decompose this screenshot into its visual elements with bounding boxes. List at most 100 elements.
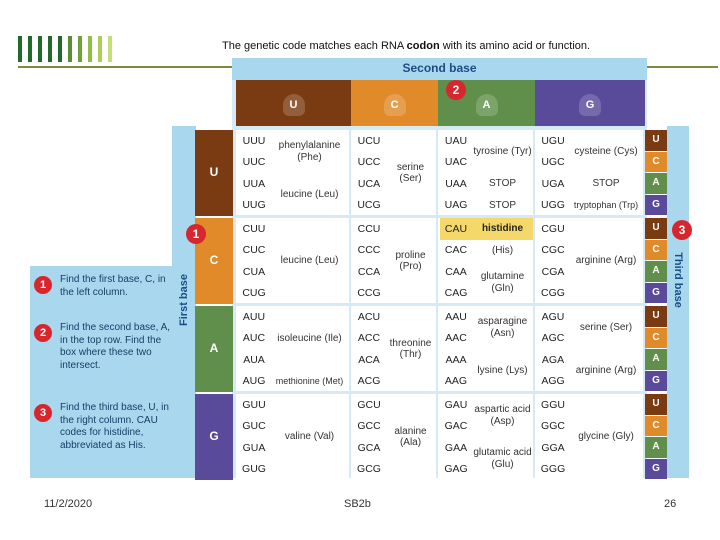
amino-acid-label: leucine (Leu) bbox=[280, 188, 339, 200]
amino-acid-label: tryptophan (Trp) bbox=[573, 200, 639, 211]
step-2-text: Find the second base, A, in the top row.… bbox=[60, 322, 171, 371]
codon-gga: GGA bbox=[541, 441, 565, 454]
third-base-c-label: C bbox=[652, 419, 660, 431]
amino-acid-label: isoleucine (Ile) bbox=[277, 332, 342, 344]
third-base-a: A bbox=[645, 261, 667, 282]
codon-gua: GUA bbox=[242, 441, 266, 454]
codon-acc: ACC bbox=[357, 332, 381, 345]
codon-box bbox=[351, 394, 436, 479]
third-base-g: G bbox=[645, 194, 667, 215]
codon-box bbox=[535, 218, 643, 303]
third-base-u-label: U bbox=[652, 134, 660, 145]
codon-ccu: CCU bbox=[357, 222, 381, 235]
third-base-g: G bbox=[645, 282, 667, 303]
amino-acid-label: glutamic acid (Glu) bbox=[473, 447, 532, 470]
codon-guu: GUU bbox=[242, 398, 266, 411]
badge-2: 2 bbox=[446, 80, 466, 100]
third-base-u: U bbox=[645, 130, 667, 151]
codon-uaa: UAA bbox=[445, 177, 467, 190]
amino-acid-label: arginine (Arg) bbox=[575, 255, 637, 267]
amino-acid-label: glutamine (Gln) bbox=[480, 271, 525, 294]
codon-box bbox=[351, 218, 436, 303]
third-base-g: G bbox=[645, 458, 667, 479]
third-base-a-label: A bbox=[652, 265, 660, 276]
third-base-a: A bbox=[645, 173, 667, 194]
amino-acid-label: cysteine (Cys) bbox=[574, 145, 638, 157]
codon-gag: GAG bbox=[444, 463, 468, 476]
third-base-sidebar bbox=[667, 126, 689, 478]
codon-agc: AGC bbox=[541, 332, 565, 345]
codon-cga: CGA bbox=[541, 265, 565, 278]
codon-uuc: UUC bbox=[242, 156, 266, 169]
codon-acu: ACU bbox=[357, 310, 381, 323]
amino-acid-label: arginine (Arg) bbox=[575, 364, 637, 376]
amino-acid-label: asparagine (Asn) bbox=[477, 316, 528, 339]
codon-box bbox=[236, 218, 349, 303]
first-base-u: U bbox=[195, 130, 233, 216]
first-base-label: First base bbox=[178, 274, 190, 326]
codon-ugg: UGG bbox=[541, 199, 565, 212]
badge-3: 3 bbox=[672, 220, 692, 240]
codon-cuc: CUC bbox=[242, 244, 266, 257]
third-base-g: G bbox=[645, 370, 667, 391]
codon-box bbox=[351, 306, 436, 391]
codon-box bbox=[438, 306, 533, 391]
codon-acg: ACG bbox=[357, 375, 381, 388]
codon-uug: UUG bbox=[242, 199, 266, 212]
first-base-g-label: G bbox=[209, 429, 219, 444]
codon-cuu: CUU bbox=[242, 222, 266, 235]
step-1-text: Find the first base, C, in the left colu… bbox=[60, 274, 166, 298]
third-base-g-label: G bbox=[652, 198, 660, 210]
badge-1: 1 bbox=[186, 224, 206, 244]
codon-cca: CCA bbox=[357, 265, 381, 278]
third-base-a-label: A bbox=[652, 353, 660, 364]
third-base-c: C bbox=[645, 239, 667, 260]
third-base-u: U bbox=[645, 306, 667, 327]
codon-cgu: CGU bbox=[541, 222, 565, 235]
third-base-c: C bbox=[645, 327, 667, 348]
codon-uga: UGA bbox=[541, 177, 565, 190]
codon-uuu: UUU bbox=[242, 134, 266, 147]
codon-box bbox=[535, 306, 643, 391]
codon-ccg: CCG bbox=[357, 287, 381, 300]
step-3-number: 3 bbox=[34, 404, 52, 422]
codon-aga: AGA bbox=[541, 353, 565, 366]
footer-page-number: 26 bbox=[664, 498, 677, 510]
second-base-col-u: U bbox=[236, 80, 351, 126]
codon-aag: AAG bbox=[444, 375, 468, 388]
codon-uua: UUA bbox=[242, 177, 266, 190]
third-base-c-label: C bbox=[652, 243, 660, 255]
first-base-g: G bbox=[195, 394, 233, 480]
codon-cau: CAU bbox=[440, 218, 472, 240]
amino-acid-label: lysine (Lys) bbox=[477, 364, 528, 376]
codon-box bbox=[535, 130, 643, 215]
codon-ggg: GGG bbox=[540, 463, 566, 476]
third-base-u-label: U bbox=[652, 310, 660, 321]
codon-aua: AUA bbox=[243, 353, 265, 366]
codon-gca: GCA bbox=[357, 441, 381, 454]
third-base-g-label: G bbox=[652, 286, 660, 298]
codon-ccc: CCC bbox=[357, 244, 381, 257]
second-base-col-g: G bbox=[535, 80, 645, 126]
amino-acid-label: aspartic acid (Asp) bbox=[474, 404, 531, 427]
codon-cag: CAG bbox=[444, 287, 468, 300]
third-base-c-label: C bbox=[652, 155, 660, 167]
codon-agg: AGG bbox=[541, 375, 565, 388]
first-base-c-label: C bbox=[209, 253, 219, 268]
codon-caa: CAA bbox=[445, 265, 467, 278]
first-base-sidebar bbox=[172, 126, 196, 478]
codon-box bbox=[236, 394, 349, 479]
footer-date: 11/2/2020 bbox=[44, 498, 93, 510]
codon-box bbox=[236, 306, 349, 391]
third-base-c: C bbox=[645, 415, 667, 436]
amino-acid-label: tyrosine (Tyr) bbox=[473, 145, 532, 157]
first-base-a-label: A bbox=[209, 341, 219, 356]
third-base-u: U bbox=[645, 218, 667, 239]
second-base-header: Second base bbox=[232, 58, 647, 80]
codon-ugu: UGU bbox=[541, 134, 565, 147]
second-base-c-label: C bbox=[383, 94, 406, 116]
amino-acid-label: STOP bbox=[488, 178, 517, 189]
codon-auc: AUC bbox=[242, 332, 266, 345]
codon-ggc: GGC bbox=[541, 420, 565, 433]
codon-uau: UAU bbox=[444, 134, 468, 147]
